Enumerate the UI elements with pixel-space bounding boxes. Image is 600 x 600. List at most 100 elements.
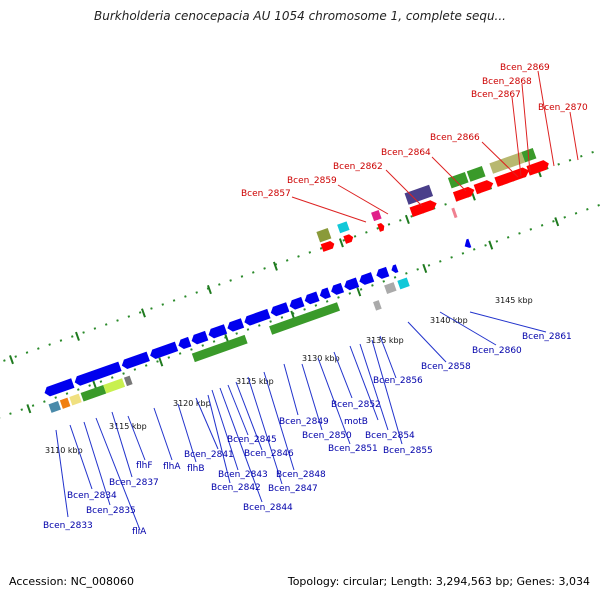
gene-label-lower[interactable]: fliA (132, 527, 147, 537)
reverse-gene[interactable] (148, 341, 179, 361)
forward-strand-genes (316, 148, 550, 252)
gene-label-lower[interactable]: Bcen_2855 (383, 446, 433, 456)
leader-line (511, 96, 522, 177)
leader-line (407, 321, 447, 363)
leader-line (235, 381, 263, 451)
gene-label-lower[interactable]: Bcen_2861 (522, 332, 572, 342)
leader-line (337, 184, 389, 215)
gene-label-upper[interactable]: Bcen_2862 (333, 162, 383, 172)
leader-line (481, 141, 519, 178)
scale-label: 3125 kbp (236, 377, 274, 386)
leader-line (521, 83, 531, 173)
forward-gene[interactable] (473, 179, 495, 195)
leader-line (439, 311, 497, 346)
leader-line (195, 397, 219, 450)
reverse-gene[interactable] (269, 302, 290, 317)
leader-line (569, 111, 579, 161)
forward-gene[interactable] (409, 199, 439, 217)
gene-label-lower[interactable]: Bcen_2833 (43, 521, 93, 531)
gene-label-upper[interactable]: Bcen_2864 (381, 148, 431, 158)
scale-tick (488, 240, 494, 250)
reverse-gene[interactable] (43, 378, 75, 397)
cog-block (316, 228, 332, 243)
gene-label-lower[interactable]: flhF (136, 461, 153, 471)
gene-label-upper[interactable]: Bcen_2868 (482, 77, 532, 87)
reverse-gene[interactable] (120, 351, 150, 371)
gene-label-upper[interactable]: Bcen_2857 (241, 189, 291, 199)
gene-label-lower[interactable]: motB (344, 417, 368, 427)
reverse-gene[interactable] (329, 282, 345, 296)
leader-line (291, 196, 367, 223)
cog-block (103, 378, 126, 394)
gene-label-upper[interactable]: Bcen_2859 (287, 176, 337, 186)
gene-label-upper[interactable]: Bcen_2870 (538, 103, 588, 113)
reverse-gene[interactable] (190, 330, 209, 346)
dotted-track (0, 189, 600, 435)
gene-label-lower[interactable]: Bcen_2851 (328, 444, 378, 454)
forward-gene[interactable] (452, 185, 476, 202)
scale-tick (207, 284, 212, 295)
reverse-gene[interactable] (343, 277, 360, 291)
cog-block (489, 152, 526, 174)
gene-label-lower[interactable]: Bcen_2841 (184, 450, 234, 460)
scale-label: 3130 kbp (302, 354, 340, 363)
gene-label-lower[interactable]: Bcen_2837 (109, 478, 159, 488)
cog-block (69, 393, 82, 406)
gene-label-lower[interactable]: Bcen_2842 (211, 483, 261, 493)
gene-label-lower[interactable]: Bcen_2860 (472, 346, 522, 356)
gene-label-lower[interactable]: Bcen_2852 (331, 400, 381, 410)
gene-label-lower[interactable]: Bcen_2844 (243, 503, 293, 513)
gene-label-lower[interactable]: Bcen_2834 (67, 491, 117, 501)
leader-line (333, 351, 353, 399)
reverse-gene[interactable] (226, 318, 245, 333)
gene-label-lower[interactable]: Bcen_2850 (302, 431, 352, 441)
forward-gene[interactable] (377, 222, 385, 232)
reverse-gene[interactable] (207, 324, 228, 339)
reverse-gene[interactable] (390, 264, 399, 274)
gene-label-lower[interactable]: Bcen_2854 (365, 431, 415, 441)
cog-block (123, 375, 133, 387)
scale-label: 3140 kbp (430, 316, 468, 325)
gene-label-upper[interactable]: Bcen_2867 (471, 90, 521, 100)
gene-label-lower[interactable]: Bcen_2856 (373, 376, 423, 386)
reverse-gene[interactable] (177, 336, 192, 350)
gene-label-lower[interactable]: Bcen_2845 (227, 435, 277, 445)
reverse-gene[interactable] (288, 296, 305, 311)
leader-line (95, 417, 141, 531)
cog-block (337, 221, 350, 234)
leader-line (371, 339, 403, 445)
gene-label-lower[interactable]: Bcen_2858 (421, 362, 471, 372)
reverse-gene[interactable] (73, 361, 122, 387)
scale-tick (404, 214, 410, 225)
leader-line (349, 345, 379, 421)
map-title: Burkholderia cenocepacia AU 1054 chromos… (94, 9, 506, 23)
leader-line (111, 411, 133, 478)
forward-gene[interactable] (451, 207, 458, 219)
gene-label-lower[interactable]: Bcen_2847 (268, 484, 318, 494)
gene-label-upper[interactable]: Bcen_2866 (430, 133, 480, 143)
leader-line (263, 371, 295, 471)
gene-label-lower[interactable]: Bcen_2835 (86, 506, 136, 516)
forward-gene[interactable] (320, 240, 336, 252)
accession-text: Accession: NC_008060 (9, 575, 135, 588)
gene-label-lower[interactable]: Bcen_2843 (218, 470, 268, 480)
gene-label-lower[interactable]: Bcen_2848 (276, 470, 326, 480)
gene-label-lower[interactable]: Bcen_2846 (244, 449, 294, 459)
reverse-gene[interactable] (375, 266, 390, 280)
leader-line (379, 335, 397, 379)
gene-label-lower[interactable]: flhB (187, 464, 205, 474)
reverse-gene[interactable] (303, 291, 320, 306)
backbone (0, 166, 600, 417)
cog-block (397, 277, 410, 290)
reverse-gene[interactable] (463, 238, 472, 249)
scale-label: 3135 kbp (366, 336, 404, 345)
reverse-gene[interactable] (358, 272, 375, 286)
gene-label-lower[interactable]: Bcen_2849 (279, 417, 329, 427)
leader-line (207, 394, 231, 484)
forward-gene[interactable] (526, 159, 550, 176)
forward-gene[interactable] (343, 233, 354, 244)
gene-label-lower[interactable]: flhA (163, 462, 181, 472)
reverse-gene[interactable] (318, 287, 331, 301)
reverse-gene[interactable] (243, 308, 271, 327)
gene-label-upper[interactable]: Bcen_2869 (500, 63, 550, 73)
